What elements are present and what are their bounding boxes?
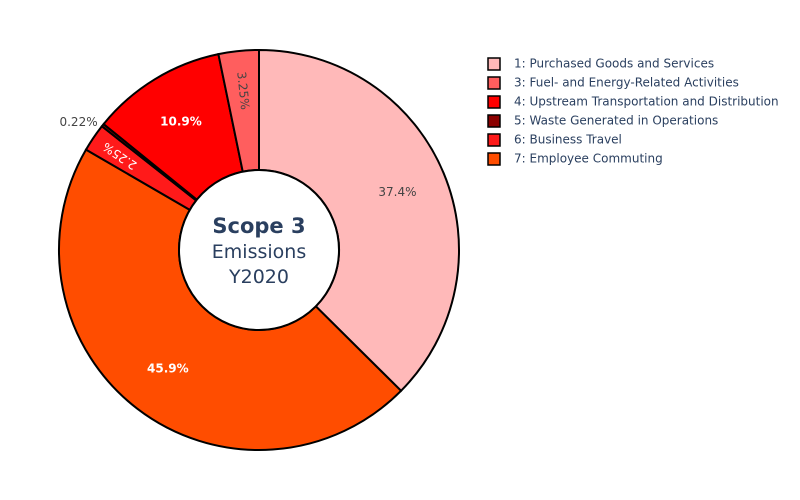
legend-item-3-fuel-and-energy-related-activities[interactable]: 3: Fuel- and Energy-Related Activities [487, 76, 739, 90]
legend-label: 3: Fuel- and Energy-Related Activities [514, 76, 739, 90]
slice-label-7-employee-commuting: 45.9% [147, 362, 189, 376]
slice-label-3-fuel-and-energy-related-activities: 3.25% [234, 71, 252, 110]
center-title: Scope 3 [212, 214, 305, 238]
legend-swatch [487, 76, 501, 90]
legend-swatch [487, 152, 501, 166]
legend-item-5-waste-generated-in-operations[interactable]: 5: Waste Generated in Operations [487, 114, 718, 128]
legend-swatch [487, 95, 501, 109]
legend-swatch [487, 114, 501, 128]
center-year: Y2020 [228, 266, 289, 288]
donut-slices [58, 48, 460, 451]
slice-label-6-business-travel: 10.9% [160, 114, 202, 128]
legend-item-4-upstream-transportation-and-distribution[interactable]: 4: Upstream Transportation and Distribut… [487, 95, 779, 109]
center-subtitle: Emissions [212, 241, 306, 263]
legend-label: 7: Employee Commuting [514, 152, 663, 166]
slice-label-1-purchased-goods-and-services: 37.4% [378, 185, 416, 199]
legend-item-7-employee-commuting[interactable]: 7: Employee Commuting [487, 152, 663, 166]
slice-label-5-waste-generated-in-operations: 0.22% [59, 115, 97, 129]
legend-swatch [487, 133, 501, 147]
donut-center: Scope 3 Emissions Y2020 [212, 214, 306, 288]
legend-label: 6: Business Travel [514, 133, 622, 147]
legend-label: 1: Purchased Goods and Services [514, 57, 714, 71]
donut-hole [178, 169, 340, 331]
legend: 1: Purchased Goods and Services 3: Fuel- … [487, 57, 779, 166]
legend-label: 5: Waste Generated in Operations [514, 114, 718, 128]
legend-swatch [487, 57, 501, 71]
legend-label: 4: Upstream Transportation and Distribut… [514, 95, 779, 109]
legend-item-6-business-travel[interactable]: 6: Business Travel [487, 133, 622, 147]
legend-item-1-purchased-goods-and-services[interactable]: 1: Purchased Goods and Services [487, 57, 714, 71]
